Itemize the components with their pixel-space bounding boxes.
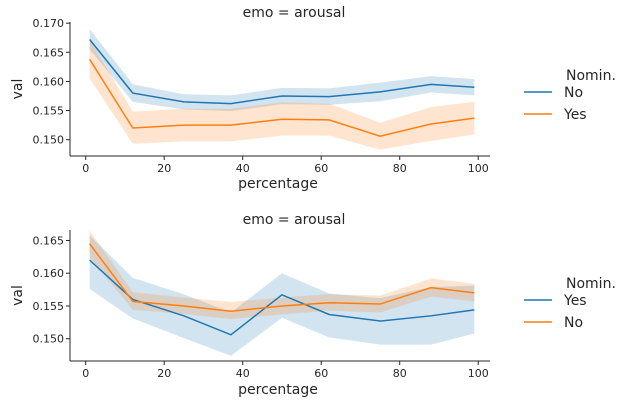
y-axis-label: val: [10, 79, 26, 100]
ci-band-yes: [89, 40, 475, 150]
x-tick-label: 80: [393, 367, 407, 380]
x-tick-label: 40: [236, 367, 250, 380]
y-tick-label: 0.150: [33, 134, 65, 147]
top-panel: 0 20 40 60 80 100 0.150 0.155 0.160 0.165 0.170 emo…: [10, 5, 616, 192]
ci-band-no: [89, 230, 475, 320]
series-line-no: [89, 39, 475, 105]
x-tick-label: 20: [157, 162, 171, 175]
y-axis-label: val: [10, 285, 26, 306]
y-tick-label: 0.165: [33, 46, 65, 59]
x-axis-label: percentage: [238, 382, 318, 398]
y-tick-label: 0.150: [33, 333, 65, 346]
legend-title: Nomin.: [566, 276, 616, 292]
y-tick-label: 0.165: [33, 234, 65, 247]
ci-band-no: [89, 28, 475, 112]
x-tick-label: 100: [468, 162, 489, 175]
x-tick-label: 40: [236, 162, 250, 175]
legend-item-no: No: [564, 85, 583, 101]
x-axis-label: percentage: [238, 176, 318, 192]
legend: Nomin.Yes No: [524, 276, 616, 331]
y-tick-label: 0.170: [33, 17, 65, 30]
bottom-panel: 0 20 40 60 80 100 0.150 0.155 0.160 0.165 emo = ar…: [10, 212, 616, 398]
x-tick-label: 0: [82, 367, 89, 380]
legend-item-no: No: [564, 315, 583, 331]
legend-item-yes: Yes: [563, 293, 587, 309]
x-tick-label: 60: [314, 367, 328, 380]
y-tick-label: 0.155: [33, 300, 65, 313]
x-tick-label: 60: [314, 162, 328, 175]
y-tick-label: 0.160: [33, 75, 65, 88]
y-tick-label: 0.160: [33, 267, 65, 280]
series-line-no: [89, 243, 475, 312]
x-tick-label: 100: [468, 367, 489, 380]
legend-item-yes: Yes: [563, 107, 587, 123]
chart-title: emo = arousal: [243, 5, 346, 21]
x-tick-label: 20: [157, 367, 171, 380]
chart-title: emo = arousal: [243, 212, 346, 228]
series-line-yes: [89, 259, 475, 336]
x-tick-label: 80: [393, 162, 407, 175]
x-tick-label: 0: [82, 162, 89, 175]
y-tick-label: 0.155: [33, 105, 65, 118]
legend-title: Nomin.: [566, 68, 616, 84]
series-line-yes: [88, 58, 475, 137]
legend: Nomin.No Yes: [524, 68, 616, 123]
